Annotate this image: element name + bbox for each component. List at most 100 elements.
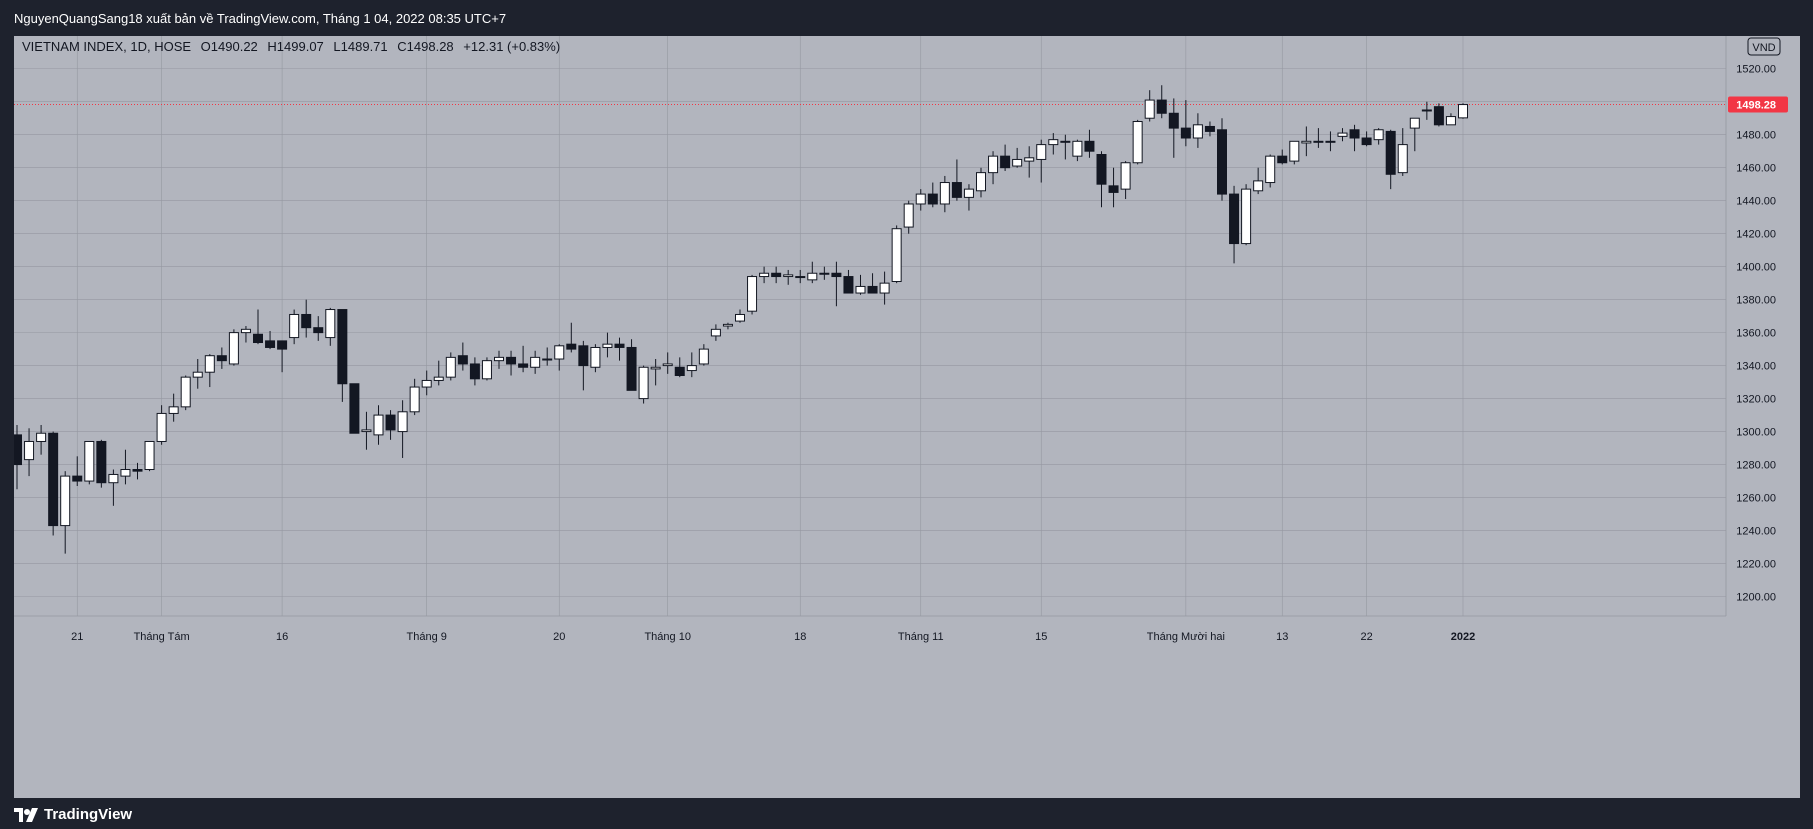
candle-body-up bbox=[783, 274, 794, 278]
candle-body-up bbox=[494, 356, 504, 362]
candle bbox=[542, 347, 553, 366]
candle-body-up bbox=[60, 475, 71, 527]
candle bbox=[1301, 126, 1312, 157]
candle bbox=[1048, 133, 1059, 155]
candle bbox=[554, 344, 565, 371]
candle bbox=[1289, 140, 1300, 165]
candle bbox=[867, 273, 878, 294]
candle bbox=[590, 344, 601, 373]
candle-body-down bbox=[48, 432, 59, 527]
currency-badge[interactable]: VND bbox=[1747, 37, 1781, 56]
candle-body-down bbox=[265, 340, 276, 348]
candle bbox=[1421, 101, 1432, 120]
candlestick-chart[interactable]: 1200.00 1220.00 1240.00 1260.00 1280.00 1300.… bbox=[12, 36, 1800, 798]
candle-body-up bbox=[180, 376, 191, 408]
candle bbox=[843, 269, 854, 294]
candle-body-up bbox=[976, 172, 986, 192]
candle-body-down bbox=[1096, 154, 1107, 185]
candle-body-down bbox=[469, 363, 480, 380]
candle bbox=[204, 354, 215, 388]
x-tick-label: Tháng Tám bbox=[134, 631, 190, 643]
candle-body-up bbox=[1120, 162, 1131, 190]
candle-body-down bbox=[1217, 129, 1227, 195]
y-tick-label: 1280.00 bbox=[1736, 460, 1776, 472]
x-tick-label: 2022 bbox=[1451, 631, 1475, 643]
candle-body-down bbox=[313, 327, 324, 334]
candle bbox=[1156, 85, 1167, 119]
candle bbox=[313, 316, 324, 341]
candle bbox=[735, 309, 745, 323]
legend-symbol: VIETNAM INDEX, 1D, HOSE bbox=[22, 39, 191, 54]
x-tick-label: 13 bbox=[1276, 631, 1288, 643]
candle-body-up bbox=[1301, 140, 1312, 144]
candle-body-down bbox=[1000, 155, 1011, 169]
candle-body-up bbox=[192, 371, 203, 378]
candle-body-up bbox=[409, 386, 420, 413]
candle bbox=[1000, 144, 1011, 171]
candle bbox=[674, 357, 685, 378]
tradingview-logo[interactable]: TradingView bbox=[14, 806, 132, 823]
chart-area[interactable]: 1200.00 1220.00 1240.00 1260.00 1280.00 1300.… bbox=[12, 36, 1800, 798]
y-tick-label: 1340.00 bbox=[1736, 361, 1776, 373]
candle-body-up bbox=[1289, 140, 1300, 162]
candle-body-up bbox=[481, 360, 492, 380]
candle-body-up bbox=[228, 332, 239, 365]
candle bbox=[24, 428, 35, 477]
candle-body-up bbox=[722, 323, 733, 327]
candle-body-down bbox=[1156, 99, 1167, 114]
candle bbox=[1445, 113, 1456, 126]
candle bbox=[277, 340, 288, 373]
chart-legend: VIETNAM INDEX, 1D, HOSE O1490.22 H1499.0… bbox=[22, 39, 560, 54]
candle-body-down bbox=[843, 276, 854, 294]
candle bbox=[578, 340, 589, 391]
x-tick-label: Tháng 10 bbox=[644, 631, 690, 643]
price-axis[interactable]: 1200.00 1220.00 1240.00 1260.00 1280.00 1300.… bbox=[1728, 64, 1788, 604]
candle-body-up bbox=[108, 473, 119, 484]
candle-body-down bbox=[253, 333, 263, 344]
candle bbox=[530, 350, 541, 374]
candle-body-down bbox=[132, 469, 143, 472]
candle bbox=[759, 266, 770, 284]
candle-body-up bbox=[397, 411, 408, 433]
candle bbox=[1349, 124, 1360, 152]
candle-body-up bbox=[795, 276, 806, 279]
candle-body-down bbox=[1361, 137, 1372, 146]
candle bbox=[783, 269, 794, 285]
candle bbox=[795, 269, 806, 284]
candle bbox=[385, 410, 396, 440]
x-tick-label: 22 bbox=[1360, 631, 1372, 643]
candle-body-up bbox=[1192, 124, 1203, 139]
candle bbox=[1337, 128, 1348, 142]
candle-body-down bbox=[1084, 140, 1095, 152]
candle-body-up bbox=[1397, 144, 1408, 174]
x-tick-label: Tháng Mười hai bbox=[1147, 631, 1225, 643]
candle-body-down bbox=[385, 414, 396, 431]
legend-high: H1499.07 bbox=[267, 39, 323, 54]
candle-body-up bbox=[939, 182, 950, 205]
tradingview-logo-icon bbox=[14, 807, 38, 822]
candle-body-up bbox=[590, 346, 601, 368]
candle-body-up bbox=[735, 313, 745, 322]
candle-body-up bbox=[915, 193, 926, 205]
candle bbox=[939, 175, 950, 213]
x-tick-label: 21 bbox=[71, 631, 83, 643]
candle-body-up bbox=[1024, 157, 1035, 162]
candle bbox=[84, 440, 95, 485]
x-tick-label: 15 bbox=[1035, 631, 1047, 643]
last-price-badge bbox=[1728, 96, 1788, 113]
candle bbox=[1012, 147, 1023, 168]
y-tick-label: 1380.00 bbox=[1736, 295, 1776, 307]
candle bbox=[1168, 98, 1179, 158]
candle-body-up bbox=[650, 366, 661, 370]
candle bbox=[1253, 167, 1264, 195]
time-axis[interactable]: 21 Tháng Tám 16 Tháng 9 20 Tháng 10 18 Tháng 11… bbox=[71, 631, 1475, 643]
brand-label: TradingView bbox=[44, 806, 133, 823]
candle bbox=[96, 439, 107, 488]
candle-body-up bbox=[168, 406, 179, 414]
candle-body-up bbox=[662, 363, 673, 367]
candle bbox=[132, 462, 143, 480]
candle-body-up bbox=[421, 379, 432, 388]
candle bbox=[289, 309, 300, 345]
candle bbox=[240, 326, 251, 343]
publish-header: NguyenQuangSang18 xuất bản về TradingVie… bbox=[0, 0, 1813, 36]
